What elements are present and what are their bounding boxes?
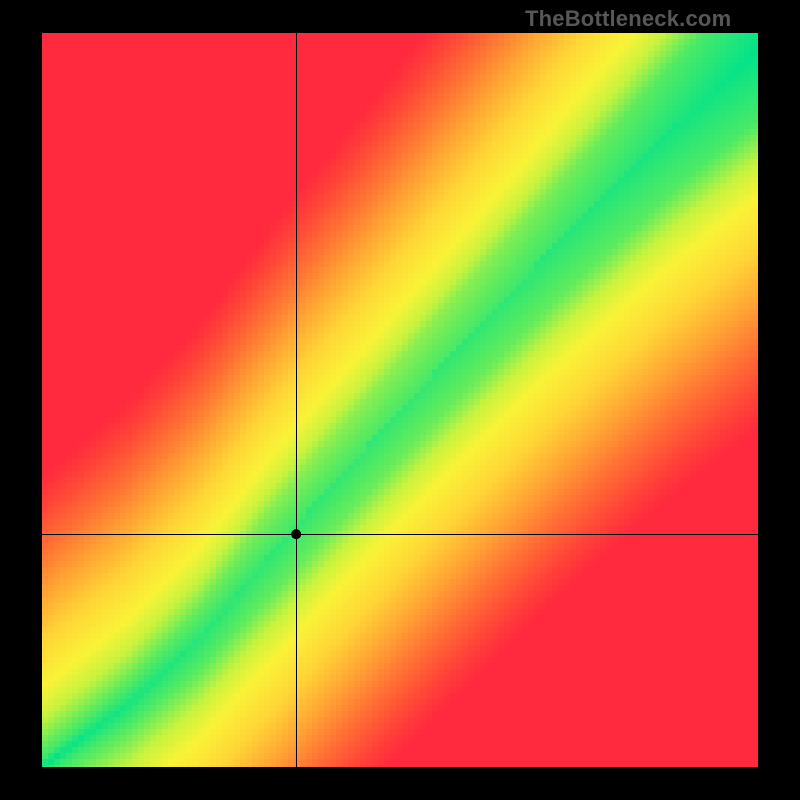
crosshair-marker-layer [42, 33, 758, 767]
watermark-text: TheBottleneck.com [525, 6, 731, 32]
